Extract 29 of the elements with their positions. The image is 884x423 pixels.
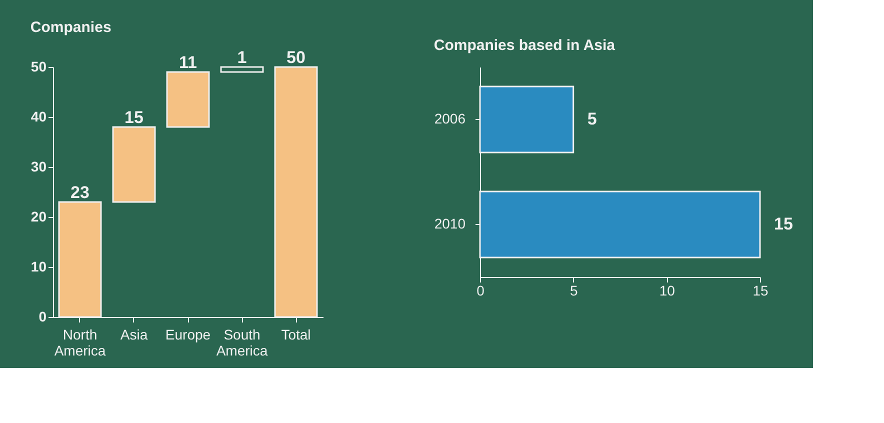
y-tick-label: 20 [30, 208, 47, 224]
x-tick-label: 0 [476, 282, 485, 298]
x-tick-label: 10 [659, 282, 676, 298]
data-label: 15 [124, 108, 144, 127]
y-tick-label: 10 [30, 258, 47, 274]
x-tick-label: Asia [120, 326, 148, 342]
y-tick-label: 40 [30, 108, 47, 124]
y-tick-label: 50 [30, 58, 47, 74]
x-tick-label: North America [54, 326, 106, 358]
bar [166, 71, 210, 128]
x-tick-label: 15 [752, 282, 768, 298]
bar [112, 126, 156, 203]
y-tick-label: 30 [30, 158, 47, 174]
x-tick-label: Total [281, 326, 311, 342]
chart-title: Companies [30, 19, 112, 36]
data-label: 5 [587, 110, 597, 128]
data-label: 11 [179, 53, 197, 72]
data-label: 15 [774, 214, 793, 234]
y-tick-label: 2006 [434, 110, 466, 126]
x-tick-label: 5 [570, 282, 578, 298]
x-tick-label: Europe [165, 326, 211, 342]
x-tick-label: South America [216, 326, 268, 358]
bar [220, 66, 264, 73]
data-label: 23 [70, 183, 90, 202]
data-label: 50 [286, 48, 306, 67]
y-tick-label: 2010 [434, 216, 466, 232]
y-tick-label: 0 [38, 308, 47, 324]
data-label: 1 [237, 48, 247, 67]
chart-title: Companies based in Asia [434, 37, 616, 54]
